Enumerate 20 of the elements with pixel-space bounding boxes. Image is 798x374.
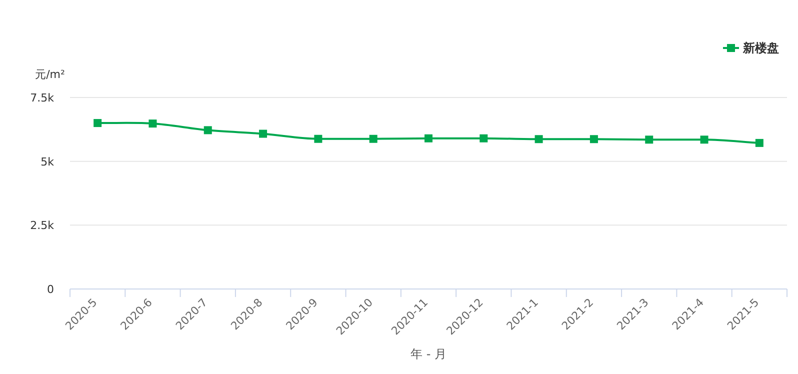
point — [94, 119, 102, 128]
point — [755, 138, 764, 147]
point — [259, 130, 268, 138]
y-tick-label: 0 — [47, 283, 54, 296]
point — [204, 126, 212, 134]
y-tick-label: 5k — [40, 155, 55, 168]
x-axis-title: 年 - 月 — [410, 347, 446, 361]
point — [148, 120, 157, 128]
point — [534, 135, 543, 144]
y-axis-title: 元/m² — [35, 68, 65, 81]
y-tick-label: 7.5k — [30, 92, 55, 104]
legend-label: 新楼盘 — [742, 41, 779, 55]
point — [424, 134, 432, 142]
point — [700, 136, 708, 144]
point — [590, 135, 598, 144]
point — [314, 134, 322, 143]
point — [480, 134, 488, 142]
y-tick-label: 2.5k — [30, 219, 55, 232]
point — [645, 136, 654, 144]
point — [369, 134, 378, 143]
